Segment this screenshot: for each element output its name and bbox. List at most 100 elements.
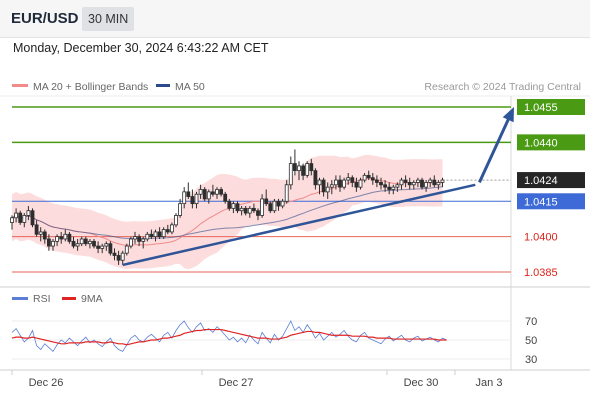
price-tag-text: 1.0440 bbox=[524, 137, 558, 149]
candle-body bbox=[313, 170, 318, 186]
candle-body bbox=[18, 212, 23, 223]
candle-body bbox=[227, 200, 232, 209]
candle-body bbox=[440, 179, 445, 183]
candle-body bbox=[366, 174, 371, 179]
candle-body bbox=[26, 210, 31, 216]
ma20-legend-swatch bbox=[12, 84, 28, 87]
candle-body bbox=[276, 200, 281, 207]
candle-body bbox=[71, 240, 76, 247]
candle-body bbox=[358, 179, 363, 188]
rsi-line bbox=[11, 320, 447, 353]
candle-body bbox=[264, 198, 269, 205]
price-tag-resistance bbox=[517, 134, 585, 151]
candle-body bbox=[30, 210, 35, 226]
candle-body bbox=[79, 238, 84, 245]
price-labels: 1.0455 1.0440 1.0424 1.0415 1.0400 1.0385 bbox=[517, 99, 585, 279]
candle-body bbox=[34, 224, 39, 235]
candle-body bbox=[22, 215, 27, 223]
candle-body bbox=[145, 233, 150, 240]
candle-body bbox=[206, 191, 211, 200]
candle-body bbox=[210, 191, 215, 195]
candle-body bbox=[141, 238, 146, 242]
candle-body bbox=[383, 184, 388, 188]
candle-body bbox=[215, 189, 219, 195]
price-tag-resistance bbox=[517, 99, 585, 115]
candle-body bbox=[297, 165, 301, 172]
chart-datetime: Monday, December 30, 2024 6:43:22 AM CET bbox=[13, 41, 269, 55]
support-level-label: 1.0400 bbox=[524, 232, 558, 244]
candle-body bbox=[325, 186, 330, 193]
candle-body bbox=[88, 240, 92, 245]
candle-body bbox=[362, 174, 367, 181]
price-tag-text: 1.0424 bbox=[524, 175, 558, 187]
candle-body bbox=[178, 203, 183, 216]
candle-body bbox=[100, 245, 105, 249]
candle-body bbox=[169, 224, 174, 233]
candle-body bbox=[223, 193, 228, 202]
time-tick-label: Jan 3 bbox=[476, 377, 503, 389]
candle-body bbox=[153, 231, 158, 238]
candle-body bbox=[182, 191, 187, 205]
candle-body bbox=[108, 243, 113, 254]
candle-body bbox=[370, 177, 375, 181]
candle-body bbox=[157, 231, 162, 238]
candlesticks bbox=[10, 149, 445, 265]
candle-body bbox=[280, 200, 285, 207]
candle-body bbox=[174, 215, 178, 226]
symbol-title: EUR/USD bbox=[11, 10, 79, 27]
ma50-legend-swatch bbox=[156, 84, 170, 87]
projection-arrow-head bbox=[502, 107, 514, 123]
candle-body bbox=[239, 207, 244, 212]
candle-body bbox=[333, 179, 338, 186]
rsi-legend-swatch bbox=[12, 297, 28, 300]
candle-body bbox=[292, 163, 297, 172]
candle-body bbox=[387, 186, 392, 190]
candle-body bbox=[424, 182, 429, 188]
time-axis: Dec 26 Dec 27 Dec 30 Jan 3 bbox=[11, 370, 503, 389]
candle-body bbox=[247, 207, 252, 214]
candle-body bbox=[10, 217, 14, 223]
candle-body bbox=[92, 240, 96, 247]
price-tag-text: 1.0415 bbox=[524, 196, 558, 208]
time-tick-label: Dec 30 bbox=[404, 377, 439, 389]
candle-body bbox=[112, 252, 117, 256]
trend-annotations bbox=[122, 107, 514, 267]
candle-body bbox=[128, 238, 133, 247]
candle-body bbox=[38, 231, 43, 235]
price-tag-last bbox=[517, 172, 585, 189]
candle-body bbox=[403, 179, 408, 183]
time-tick-label: Dec 27 bbox=[219, 377, 254, 389]
interval-button[interactable]: 30 MIN bbox=[82, 7, 135, 31]
candle-body bbox=[124, 245, 129, 254]
candle-body bbox=[63, 233, 68, 240]
candle-body bbox=[432, 179, 437, 186]
candle-body bbox=[301, 165, 306, 176]
candle-body bbox=[346, 177, 351, 181]
candle-body bbox=[350, 177, 355, 183]
candle-body bbox=[96, 245, 100, 249]
candle-body bbox=[428, 179, 433, 183]
candle-body bbox=[161, 229, 166, 238]
candle-body bbox=[321, 179, 326, 193]
candle-body bbox=[186, 191, 191, 197]
candle-body bbox=[342, 179, 347, 188]
candle-body bbox=[75, 243, 80, 247]
candle-body bbox=[202, 189, 207, 200]
moving-averages bbox=[11, 177, 443, 246]
candle-body bbox=[415, 179, 420, 183]
candle-body bbox=[411, 182, 416, 186]
level-lines bbox=[12, 106, 511, 273]
bollinger-band-area bbox=[12, 154, 443, 270]
candle-body bbox=[309, 163, 314, 172]
trendline bbox=[122, 183, 476, 267]
candle-body bbox=[374, 179, 379, 183]
copyright-text: Research © 2024 Trading Central bbox=[424, 81, 581, 93]
candle-body bbox=[235, 203, 240, 212]
candle-body bbox=[231, 203, 236, 209]
candle-body bbox=[59, 236, 64, 240]
rsi-tick-label: 50 bbox=[525, 335, 537, 347]
candle-body bbox=[67, 233, 72, 242]
candle-body bbox=[268, 203, 273, 212]
candle-body bbox=[399, 179, 404, 186]
